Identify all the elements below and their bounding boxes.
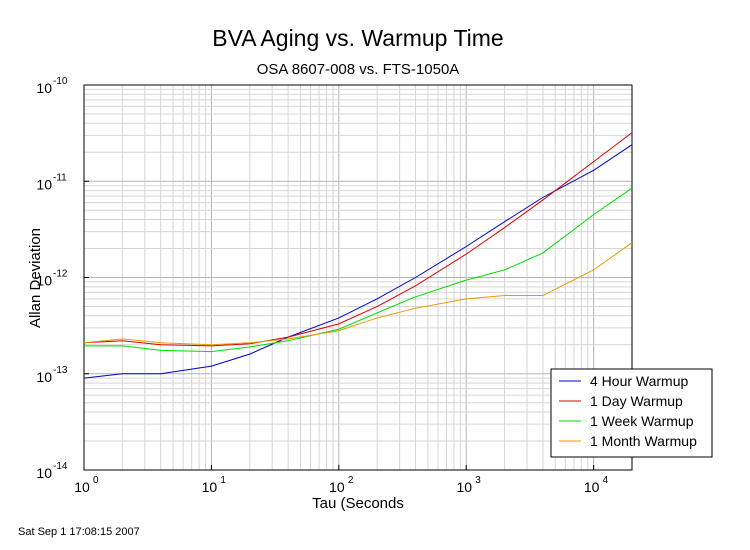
legend-label-2: 1 Day Warmup <box>590 393 683 409</box>
x-tick-exponent-1: 1 <box>220 475 226 486</box>
chart-title: BVA Aging vs. Warmup Time <box>212 25 503 51</box>
grid-lines <box>83 85 633 471</box>
series-line-2 <box>83 132 633 347</box>
y-tick-label-0: 10 <box>36 80 52 96</box>
x-tick-exponent-4: 4 <box>603 475 609 486</box>
y-tick-label-1: 10 <box>36 176 52 192</box>
y-tick-exponent-4: -14 <box>53 461 68 472</box>
y-tick-label-4: 10 <box>36 465 52 481</box>
y-tick-exponent-1: -11 <box>53 172 67 183</box>
x-axis-label: Tau (Seconds <box>312 495 404 512</box>
legend: 4 Hour Warmup 1 Day Warmup 1 Week Warmup 1 … <box>550 368 713 458</box>
timestamp: Sat Sep 1 17:08:15 2007 <box>18 526 140 538</box>
x-tick-label-4: 10 <box>584 479 600 495</box>
x-tick-exponent-3: 3 <box>475 475 481 486</box>
y-tick-exponent-3: -13 <box>53 365 68 376</box>
x-tick-label-0: 10 <box>74 479 90 495</box>
x-axis-ticks: 10 0 10 1 10 2 10 3 10 4 <box>74 465 609 495</box>
x-tick-label-2: 10 <box>329 479 345 495</box>
series-line-1 <box>83 144 633 379</box>
x-tick-label-3: 10 <box>456 479 472 495</box>
legend-label-3: 1 Week Warmup <box>590 413 694 429</box>
chart-subtitle: OSA 8607-008 vs. FTS-1050A <box>257 61 460 78</box>
series-lines <box>83 132 633 379</box>
series-line-4 <box>83 242 633 346</box>
legend-label-4: 1 Month Warmup <box>590 433 697 449</box>
x-tick-label-1: 10 <box>202 479 218 495</box>
y-tick-label-2: 10 <box>36 273 52 289</box>
y-tick-label-3: 10 <box>36 369 52 385</box>
legend-box <box>550 368 713 458</box>
series-line-3 <box>84 187 633 353</box>
y-tick-exponent-2: -12 <box>53 269 68 280</box>
y-axis-label: Allan Deviation <box>27 228 44 328</box>
x-tick-exponent-0: 0 <box>93 475 99 486</box>
x-tick-exponent-2: 2 <box>348 475 354 486</box>
legend-label-1: 4 Hour Warmup <box>590 373 689 389</box>
y-tick-exponent-0: -10 <box>53 76 68 87</box>
